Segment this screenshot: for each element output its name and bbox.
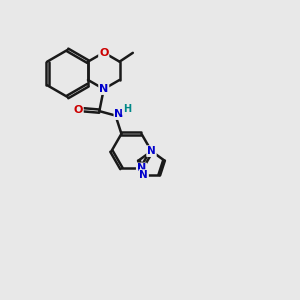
- Text: N: N: [115, 109, 124, 119]
- Text: O: O: [74, 105, 83, 115]
- Text: N: N: [139, 170, 148, 180]
- Text: O: O: [99, 47, 109, 58]
- Text: H: H: [123, 104, 131, 114]
- Text: N: N: [99, 84, 108, 94]
- Text: N: N: [147, 146, 156, 156]
- Text: N: N: [137, 164, 146, 173]
